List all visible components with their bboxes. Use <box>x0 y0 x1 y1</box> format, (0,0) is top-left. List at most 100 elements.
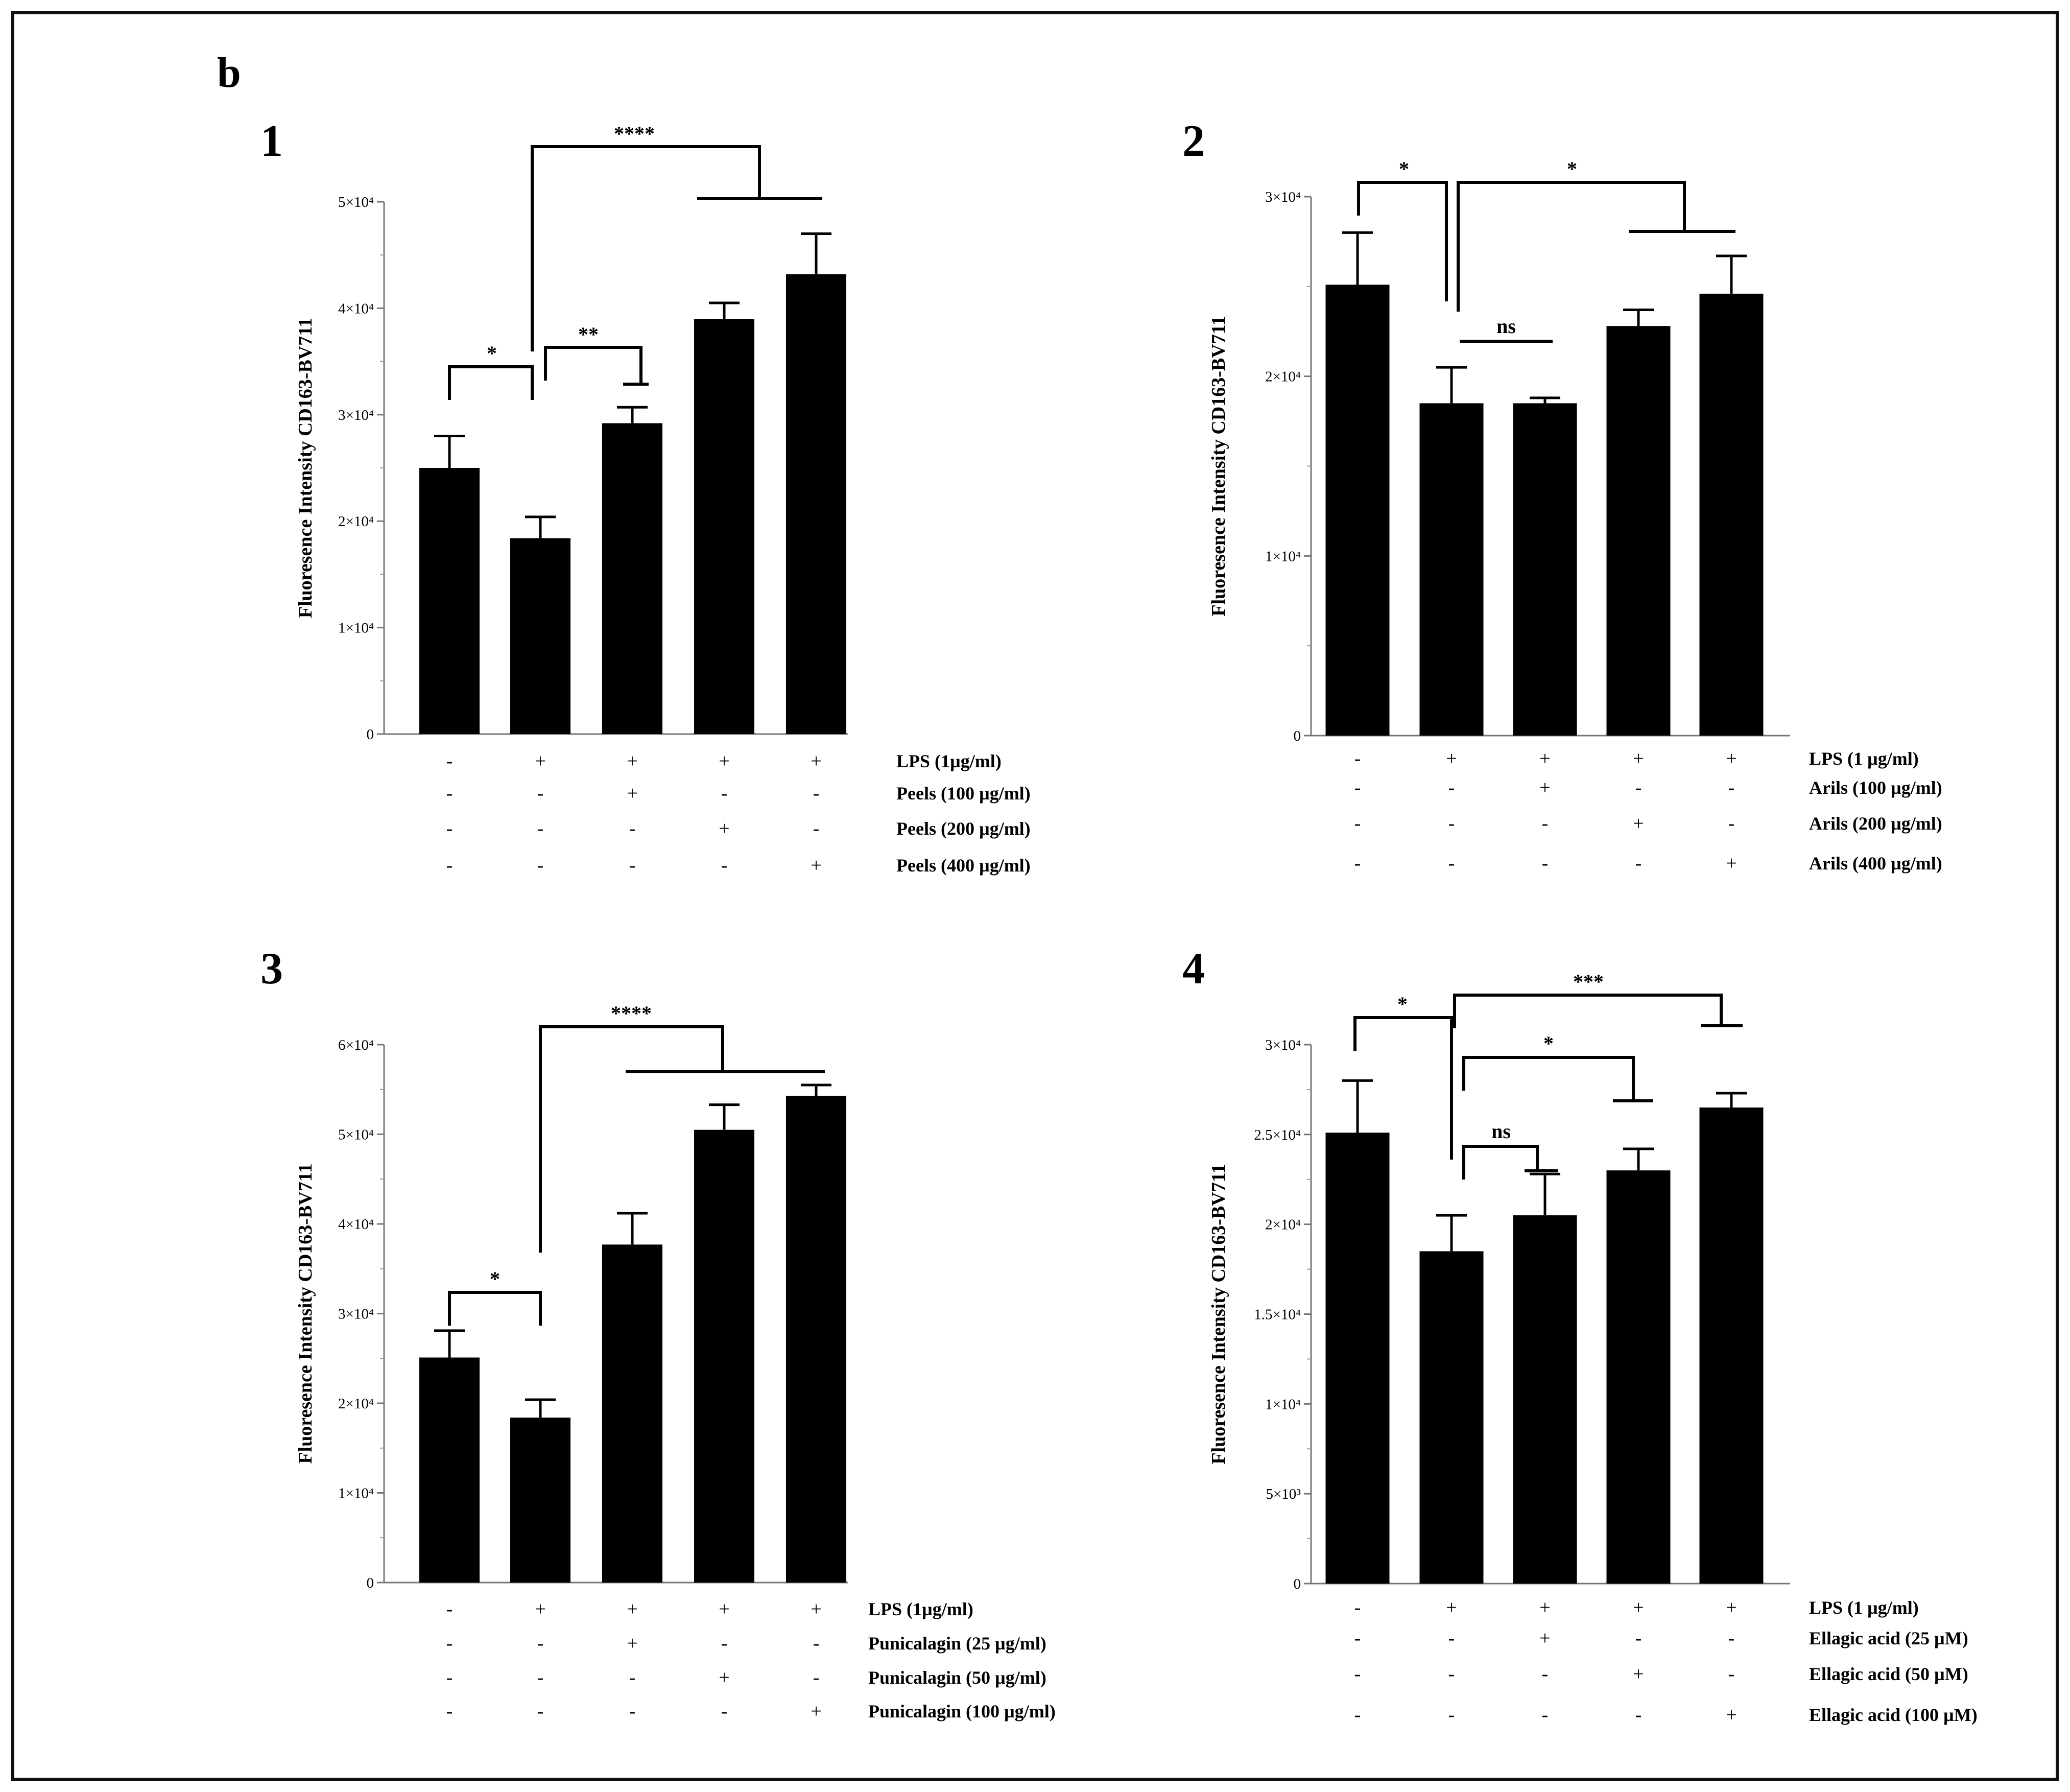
treatment-label: LPS (1µg/ml) <box>896 751 1002 771</box>
y-axis-label: Fluoresence Intensity CD163-BV711 <box>295 1163 316 1464</box>
treatment-label: Arils (200 µg/ml) <box>1809 813 1942 834</box>
bar <box>510 538 570 734</box>
treatment-label: Arils (400 µg/ml) <box>1809 853 1942 874</box>
y-axis-label: Fluoresence Intensity CD163-BV711 <box>1208 316 1229 616</box>
treatment-label: Peels (400 µg/ml) <box>896 855 1031 876</box>
y-tick-label: 5×10³ <box>1266 1486 1301 1502</box>
treatment-sign: + <box>1726 1597 1736 1618</box>
y-tick-label: 1×10⁴ <box>338 620 374 636</box>
treatment-sign: + <box>535 750 545 772</box>
significance-label: * <box>1397 993 1408 1016</box>
treatment-sign: + <box>627 1633 637 1654</box>
treatment-sign: + <box>811 1701 821 1722</box>
bar <box>602 1244 662 1583</box>
y-tick-label: 3×10⁴ <box>338 1306 374 1323</box>
treatment-sign: - <box>721 1633 728 1654</box>
significance-label: * <box>1543 1032 1554 1055</box>
y-tick-label: 3×10⁴ <box>338 407 374 423</box>
y-tick-label: 2×10⁴ <box>338 513 374 530</box>
treatment-sign: - <box>1448 1704 1455 1726</box>
chart-panel-4: 4 Fluoresence Intensity CD163-BV711 0 5×10³… <box>1182 944 1978 1726</box>
treatment-sign: + <box>811 855 821 876</box>
treatment-sign: - <box>1542 853 1549 874</box>
treatment-sign: - <box>629 855 636 876</box>
treatment-sign: + <box>719 818 729 839</box>
significance-bracket <box>544 346 643 384</box>
treatment-sign: - <box>721 855 728 876</box>
y-tick-label: 2×10⁴ <box>338 1396 374 1412</box>
y-tick-label: 3×10⁴ <box>1265 189 1301 205</box>
treatment-sign: - <box>537 818 544 839</box>
treatment-sign: + <box>1446 1597 1457 1618</box>
bar <box>1325 285 1390 736</box>
significance-bracket <box>448 365 534 400</box>
treatment-sign: - <box>1542 1663 1549 1685</box>
treatment-label: LPS (1 µg/ml) <box>1809 1597 1919 1618</box>
treatment-sign: + <box>1633 813 1644 834</box>
significance-label: **** <box>611 1002 652 1025</box>
treatment-sign: - <box>537 855 544 876</box>
treatment-label: Punicalagin (25 µg/ml) <box>868 1633 1046 1654</box>
treatment-sign: - <box>1448 813 1455 834</box>
significance-bracket <box>448 1291 542 1326</box>
treatment-sign: - <box>1635 853 1642 874</box>
chart-panel-3: 3 Fluoresence Intensity CD163-BV711 0 1×10⁴… <box>260 944 1056 1722</box>
treatment-sign: - <box>1448 1628 1455 1649</box>
significance-label: * <box>1567 157 1577 180</box>
y-tick-label: 0 <box>367 726 374 743</box>
treatment-sign: - <box>537 783 544 804</box>
treatment-sign: - <box>1635 1628 1642 1649</box>
figure-label: b <box>217 49 241 97</box>
treatment-sign: - <box>1728 813 1735 834</box>
y-tick-label: 1×10⁴ <box>1265 1396 1301 1412</box>
y-tick-label: 6×10⁴ <box>338 1037 374 1053</box>
y-tick-label: 4×10⁴ <box>338 1216 374 1233</box>
panel-number: 4 <box>1182 944 1205 994</box>
treatment-sign: - <box>1542 813 1549 834</box>
treatment-sign: - <box>1354 813 1361 834</box>
bar <box>602 423 662 734</box>
treatment-sign: - <box>1354 1704 1361 1726</box>
significance-label: * <box>490 1267 500 1290</box>
bar <box>419 1357 480 1583</box>
y-tick-label: 1×10⁴ <box>338 1486 374 1502</box>
treatment-sign: - <box>537 1633 544 1654</box>
treatment-sign: - <box>446 1598 453 1620</box>
treatment-sign: - <box>446 750 453 772</box>
treatment-label: LPS (1µg/ml) <box>868 1599 973 1619</box>
treatment-sign: + <box>1726 853 1736 874</box>
chart-panel-1: 1 Fluoresence Intensity CD163-BV711 0 1×10⁴… <box>260 116 1031 876</box>
y-tick-label: 4×10⁴ <box>338 300 374 317</box>
significance-label: * <box>1399 157 1409 180</box>
treatment-sign: + <box>1633 748 1644 769</box>
treatment-label: Punicalagin (50 µg/ml) <box>868 1667 1046 1688</box>
treatment-sign: - <box>446 1667 453 1688</box>
treatment-sign: - <box>446 1633 453 1654</box>
significance-label: * <box>487 342 497 365</box>
y-tick-label: 2.5×10⁴ <box>1254 1127 1301 1143</box>
treatment-sign: - <box>1635 1704 1642 1726</box>
treatment-label: LPS (1 µg/ml) <box>1809 748 1919 769</box>
treatment-sign: - <box>629 1701 636 1722</box>
treatment-sign: - <box>1728 1663 1735 1685</box>
bar <box>1419 403 1484 736</box>
bar <box>510 1418 570 1583</box>
significance-bracket <box>1462 1056 1635 1101</box>
treatment-sign: - <box>537 1701 544 1722</box>
treatment-label: Arils (100 µg/ml) <box>1809 777 1942 798</box>
treatment-sign: - <box>1354 777 1361 798</box>
panel-number: 3 <box>260 944 283 994</box>
treatment-sign: + <box>535 1598 545 1620</box>
bar <box>1699 293 1764 736</box>
treatment-sign: - <box>1354 748 1361 769</box>
y-tick-label: 1×10⁴ <box>1265 548 1301 564</box>
treatment-sign: - <box>813 783 820 804</box>
treatment-sign: - <box>813 1667 820 1688</box>
treatment-sign: - <box>446 783 453 804</box>
bar <box>419 468 480 734</box>
significance-bracket <box>539 1025 724 1253</box>
treatment-sign: - <box>537 1667 544 1688</box>
bar <box>1606 326 1671 736</box>
treatment-label: Peels (200 µg/ml) <box>896 818 1031 839</box>
